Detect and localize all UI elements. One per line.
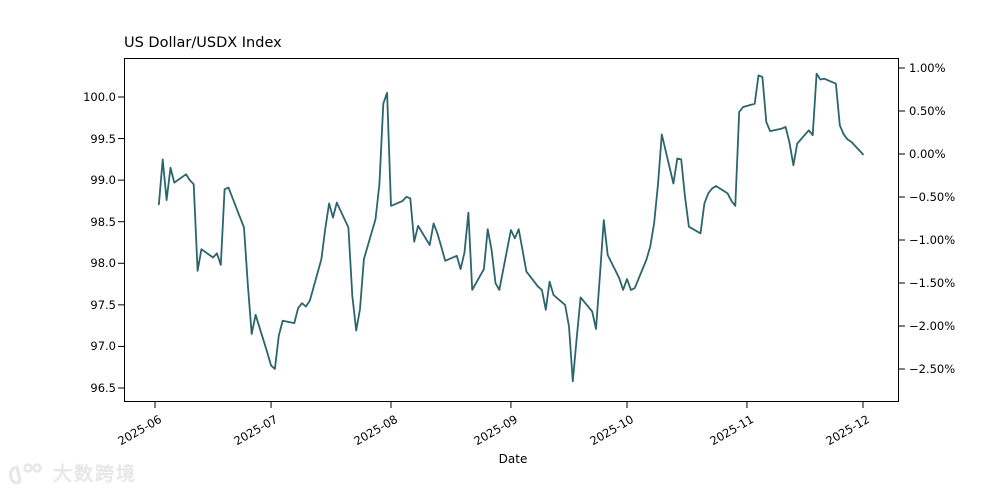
left-axis-tick-label: 99.0: [90, 173, 116, 188]
right-axis-tick-label: 0.50%: [909, 104, 946, 118]
right-axis-tick-label: −2.00%: [909, 319, 956, 333]
tick-marks: [118, 67, 905, 408]
watermark: 大数跨境: [8, 461, 137, 487]
x-axis-title: Date: [498, 452, 528, 466]
left-axis-tick-label: 98.0: [90, 256, 116, 271]
right-axis-tick-label: −1.50%: [909, 276, 956, 290]
usdx-line-series: [157, 72, 864, 383]
right-axis-tick-label: 0.00%: [909, 147, 946, 161]
left-axis-tick-label: 97.5: [90, 297, 116, 312]
left-axis-tick-label: 96.5: [90, 381, 116, 395]
100-logo-icon: [9, 463, 42, 485]
right-axis-tick-label: −0.50%: [909, 190, 956, 204]
right-axis-tick-label: 1.00%: [909, 61, 946, 75]
right-axis-tick-label: −2.50%: [909, 362, 956, 376]
left-axis-tick-label: 100.0: [83, 90, 116, 104]
watermark-text: 大数跨境: [53, 462, 138, 485]
right-axis-tick-label: −1.00%: [909, 233, 956, 247]
left-axis-tick-label: 99.5: [90, 131, 116, 146]
left-axis-tick-label: 97.0: [90, 339, 116, 354]
chart-title: US Dollar/USDX Index: [124, 35, 282, 51]
left-axis-tick-label: 98.5: [90, 214, 116, 229]
